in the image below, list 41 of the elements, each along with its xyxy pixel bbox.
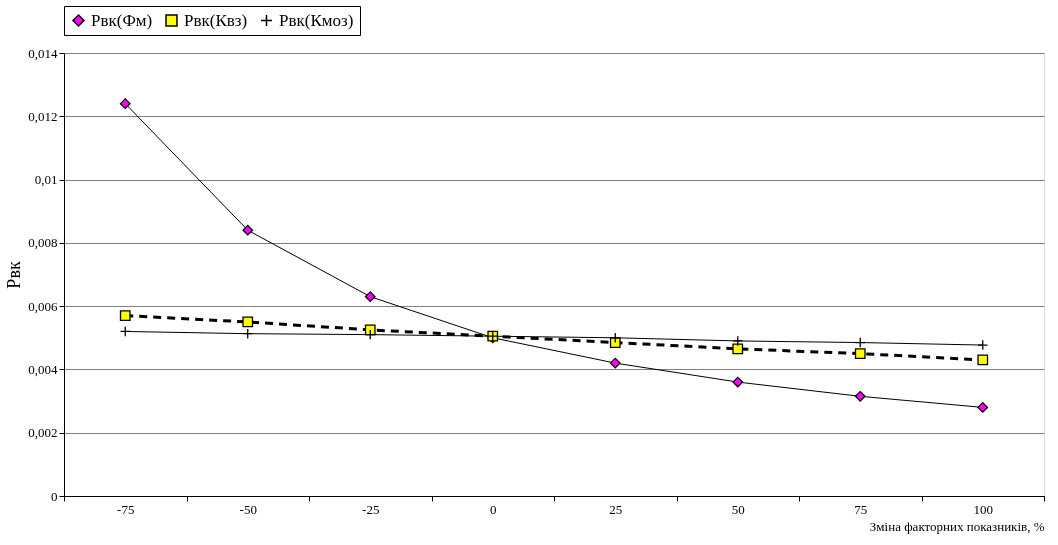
point [119, 326, 131, 337]
x-tick-label: -25 [362, 501, 380, 517]
point [364, 329, 376, 341]
point [854, 390, 866, 402]
legend-label: Рвк(Кмоз) [279, 10, 354, 30]
y-tick-label: 0,006 [28, 298, 58, 314]
y-axis-title: Рвк [4, 261, 25, 289]
point [119, 310, 131, 322]
x-tick-label: -50 [239, 501, 257, 517]
y-tick-label: 0,004 [28, 361, 58, 377]
point [977, 354, 989, 366]
point [977, 402, 989, 413]
x-tick-label: 0 [490, 501, 497, 517]
y-tick-label: 0,012 [28, 108, 58, 124]
point [609, 332, 621, 344]
x-axis-title: Зміна факторних показників, % [869, 518, 1045, 534]
x-tick-label: 50 [731, 501, 745, 517]
point [732, 376, 744, 388]
point [977, 339, 989, 351]
point [364, 291, 376, 303]
point [242, 328, 254, 340]
point [854, 337, 866, 348]
point [732, 335, 744, 347]
point [242, 224, 254, 236]
x-tick-label: 75 [854, 501, 868, 517]
y-tick-label: 0,014 [28, 45, 58, 61]
y-tick-label: 0,01 [34, 172, 58, 188]
point [732, 343, 744, 355]
y-tick-label: 0,008 [28, 235, 58, 251]
x-tick-label: -75 [117, 501, 135, 517]
x-tick-label: 100 [973, 501, 993, 517]
point [119, 98, 131, 110]
legend-label: Рвк(Квз) [184, 10, 248, 30]
point [609, 357, 621, 369]
point [242, 316, 254, 328]
x-tick-label: 25 [609, 501, 623, 517]
y-tick-label: 0 [51, 488, 58, 504]
point [609, 337, 621, 348]
legend-label: Рвк(Фм) [91, 10, 153, 30]
point [854, 348, 866, 359]
y-tick-label: 0,002 [28, 425, 58, 441]
